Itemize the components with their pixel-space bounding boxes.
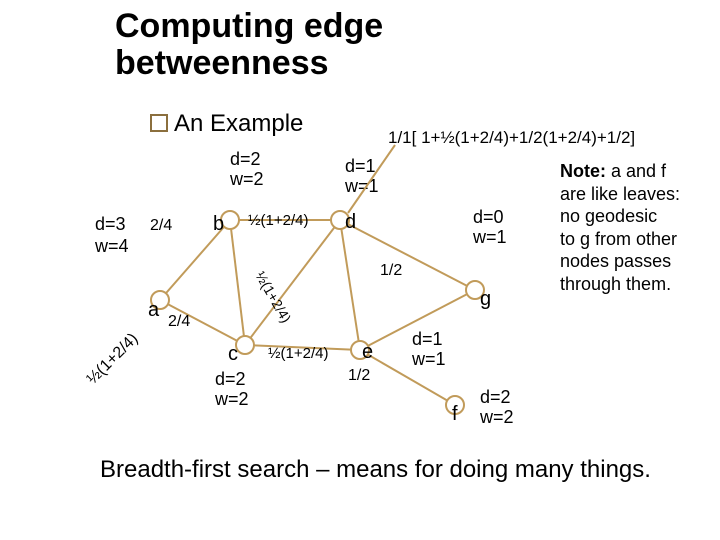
diagram-text-4: d=3: [95, 214, 126, 234]
node-c: [236, 336, 254, 354]
diagram-text-9: 2/4: [168, 313, 190, 330]
diagram-text-5: w=4: [94, 236, 129, 256]
diagram-text-0: d=2: [230, 149, 261, 169]
diagram-text-20: d=2: [480, 387, 511, 407]
diagram-text-19: w=1: [472, 227, 507, 247]
diagram-text-1: w=2: [229, 169, 264, 189]
edge-d-e: [340, 220, 360, 350]
node-label-c: c: [228, 343, 238, 365]
diagram-text-7: ½(1+2/4): [248, 212, 308, 229]
node-label-d: d: [345, 211, 356, 233]
diagram-text-13: w=2: [214, 389, 249, 409]
diagram-text-8: ½(1+2/4): [252, 269, 294, 326]
nodes-group: [151, 211, 484, 414]
edge-d-g: [340, 220, 475, 290]
graph-diagram: abcdefgd=2w=2d=1w=1d=3w=42/4½(1+2/4)½(1+…: [0, 0, 720, 540]
node-label-a: a: [148, 299, 160, 321]
node-label-b: b: [213, 213, 224, 235]
diagram-text-18: d=0: [473, 207, 504, 227]
diagram-text-21: w=2: [479, 407, 514, 427]
diagram-text-16: d=1: [412, 329, 443, 349]
edge-b-c: [230, 220, 245, 345]
node-label-f: f: [452, 403, 458, 425]
node-label-e: e: [362, 341, 373, 363]
labels-group: abcdefgd=2w=2d=1w=1d=3w=42/4½(1+2/4)½(1+…: [84, 149, 514, 427]
edges-group: [160, 220, 475, 405]
diagram-text-2: d=1: [345, 156, 376, 176]
diagram-text-17: w=1: [411, 349, 446, 369]
diagram-text-11: ½(1+2/4): [268, 345, 328, 362]
diagram-text-15: 1/2: [348, 367, 370, 384]
diagram-text-10: ½(1+2/4): [84, 330, 142, 388]
diagram-text-12: d=2: [215, 369, 246, 389]
diagram-text-14: 1/2: [380, 262, 402, 279]
diagram-text-6: 2/4: [150, 217, 172, 234]
node-label-g: g: [480, 288, 491, 310]
